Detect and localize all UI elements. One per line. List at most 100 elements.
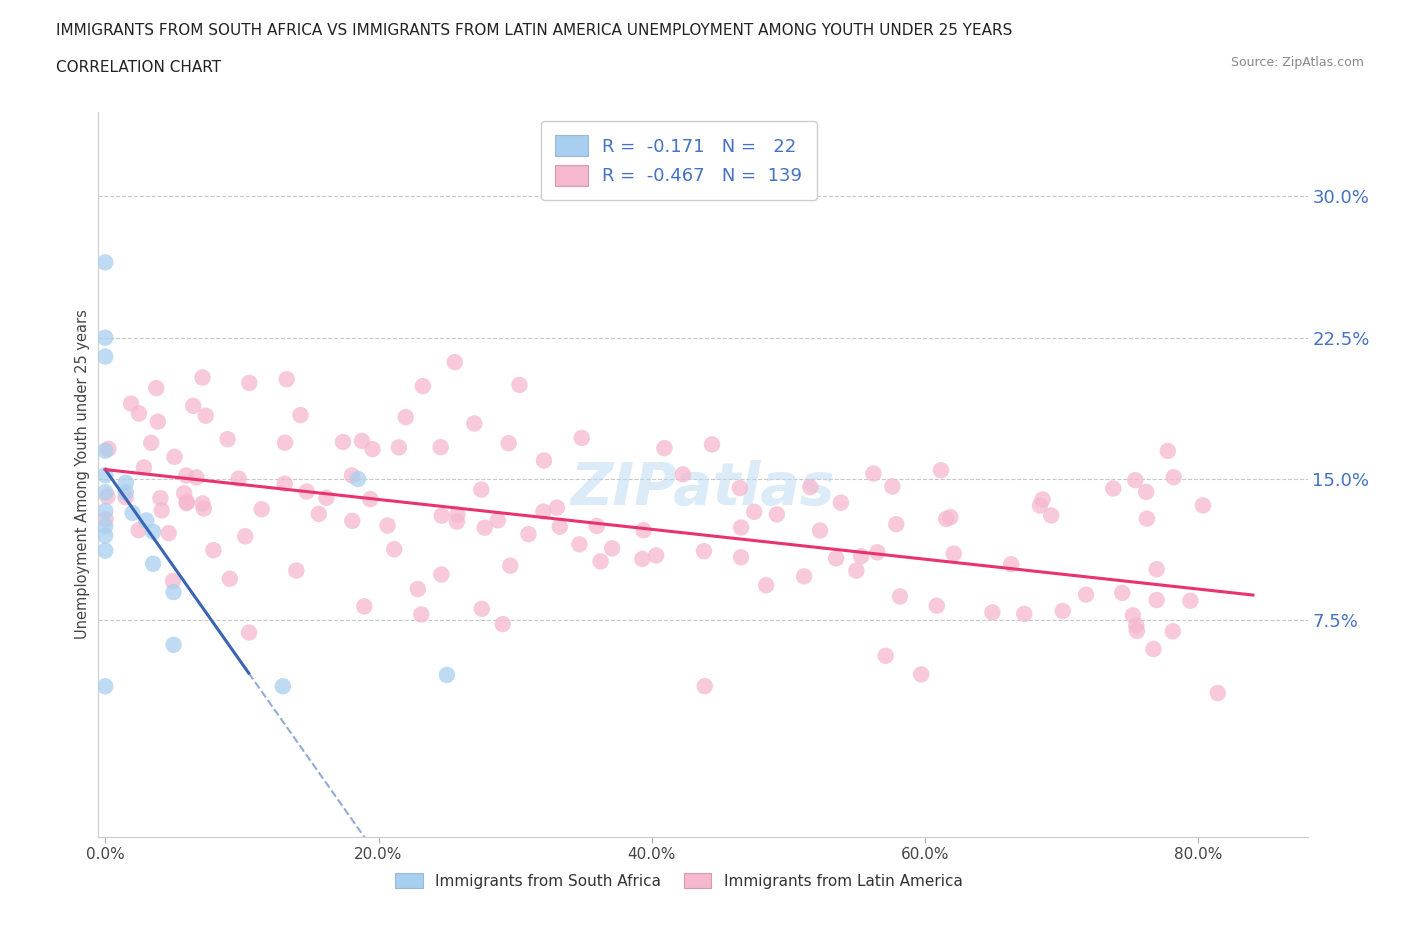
Point — [1012, 606, 1035, 621]
Point — [1029, 498, 1052, 513]
Point — [217, 432, 239, 446]
Point — [342, 513, 364, 528]
Point — [238, 376, 260, 391]
Point — [94, 349, 117, 364]
Point — [145, 380, 167, 395]
Point — [181, 398, 204, 413]
Point — [94, 528, 117, 543]
Point — [94, 485, 117, 499]
Point — [97, 442, 120, 457]
Point — [1052, 604, 1074, 618]
Point — [766, 507, 789, 522]
Point — [202, 543, 225, 558]
Point — [411, 607, 433, 622]
Point — [808, 523, 831, 538]
Point — [176, 468, 198, 483]
Point — [1074, 587, 1097, 602]
Point — [866, 545, 889, 560]
Point — [94, 679, 117, 694]
Point — [191, 370, 214, 385]
Point — [589, 554, 612, 569]
Legend: Immigrants from South Africa, Immigrants from Latin America: Immigrants from South Africa, Immigrants… — [389, 867, 969, 895]
Y-axis label: Unemployment Among Youth under 25 years: Unemployment Among Youth under 25 years — [75, 310, 90, 639]
Point — [862, 466, 884, 481]
Point — [308, 507, 330, 522]
Point — [981, 604, 1004, 619]
Point — [730, 520, 752, 535]
Point — [1142, 642, 1164, 657]
Point — [935, 512, 957, 526]
Point — [1157, 444, 1180, 458]
Point — [585, 519, 607, 534]
Point — [1125, 618, 1147, 632]
Point — [845, 564, 868, 578]
Point — [742, 504, 765, 519]
Point — [388, 440, 411, 455]
Text: ZIPatlas: ZIPatlas — [571, 460, 835, 517]
Point — [942, 546, 965, 561]
Point — [1163, 470, 1185, 485]
Point — [382, 542, 405, 557]
Point — [568, 537, 591, 551]
Point — [830, 496, 852, 511]
Point — [633, 523, 655, 538]
Point — [508, 378, 530, 392]
Point — [700, 437, 723, 452]
Point — [332, 434, 354, 449]
Point — [94, 512, 117, 526]
Point — [377, 518, 399, 533]
Point — [474, 520, 496, 535]
Point — [799, 480, 821, 495]
Point — [1206, 685, 1229, 700]
Point — [436, 668, 458, 683]
Point — [499, 558, 522, 573]
Point — [755, 578, 778, 592]
Text: IMMIGRANTS FROM SOUTH AFRICA VS IMMIGRANTS FROM LATIN AMERICA UNEMPLOYMENT AMONG: IMMIGRANTS FROM SOUTH AFRICA VS IMMIGRAN… — [56, 23, 1012, 38]
Point — [1161, 624, 1184, 639]
Point — [347, 472, 370, 486]
Point — [430, 567, 453, 582]
Point — [443, 354, 465, 369]
Point — [486, 512, 509, 527]
Point — [238, 625, 260, 640]
Point — [149, 491, 172, 506]
Point — [884, 517, 907, 532]
Point — [793, 569, 815, 584]
Point — [121, 506, 143, 521]
Point — [430, 508, 453, 523]
Point — [193, 501, 215, 516]
Point — [849, 549, 872, 564]
Point — [162, 585, 184, 600]
Point — [1135, 485, 1157, 499]
Point — [94, 330, 117, 345]
Point — [141, 435, 163, 450]
Point — [274, 435, 297, 450]
Point — [631, 551, 654, 566]
Point — [645, 548, 668, 563]
Point — [1126, 623, 1149, 638]
Point — [471, 602, 494, 617]
Point — [285, 564, 308, 578]
Point — [548, 519, 571, 534]
Point — [157, 525, 180, 540]
Point — [1122, 608, 1144, 623]
Point — [600, 541, 623, 556]
Point — [94, 468, 117, 483]
Point — [730, 550, 752, 565]
Point — [353, 599, 375, 614]
Point — [128, 523, 150, 538]
Point — [889, 589, 911, 604]
Text: CORRELATION CHART: CORRELATION CHART — [56, 60, 221, 75]
Point — [882, 479, 904, 494]
Point — [533, 453, 555, 468]
Point — [1111, 585, 1133, 600]
Point — [492, 617, 515, 631]
Point — [228, 472, 250, 486]
Point — [672, 467, 695, 482]
Point — [271, 679, 294, 694]
Point — [825, 551, 848, 565]
Point — [1123, 472, 1146, 487]
Point — [1000, 557, 1022, 572]
Point — [1102, 481, 1125, 496]
Point — [173, 485, 195, 500]
